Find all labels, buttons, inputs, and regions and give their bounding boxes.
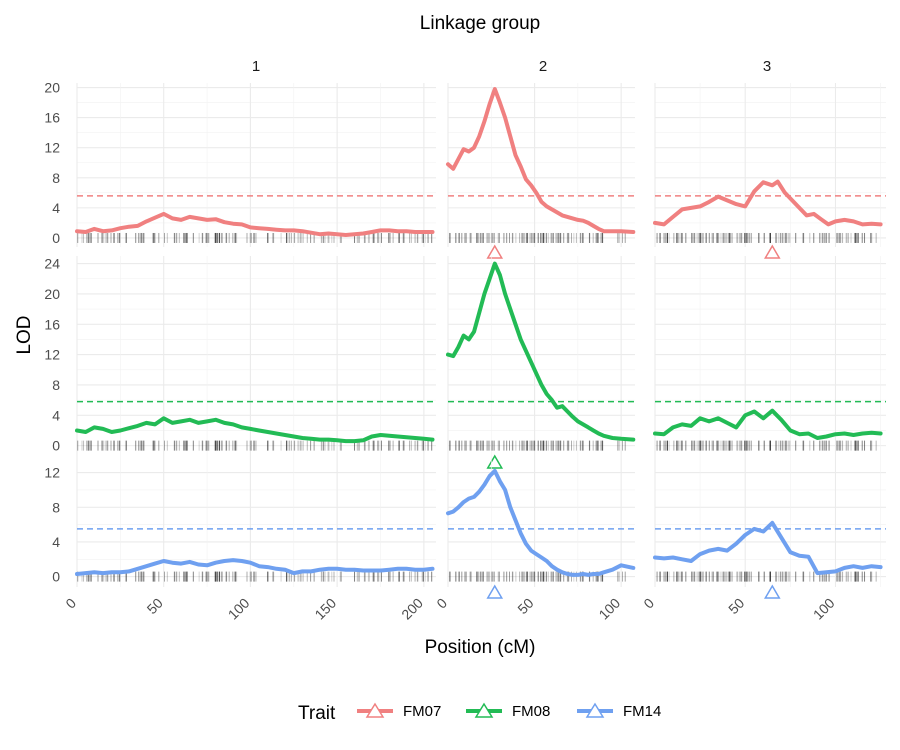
peak-marker bbox=[486, 244, 504, 259]
y-tick-label: 8 bbox=[52, 499, 60, 515]
lod-curve-fm08 bbox=[653, 408, 883, 440]
y-tick-label: 4 bbox=[52, 200, 60, 216]
y-tick-label: 4 bbox=[52, 534, 60, 550]
x-tick-label: 200 bbox=[398, 595, 426, 623]
strip-label-group-3: 3 bbox=[763, 58, 771, 75]
legend-key-triangle bbox=[365, 702, 385, 718]
lod-curve-fm14 bbox=[75, 558, 435, 576]
lod-curve-fm07 bbox=[75, 211, 435, 237]
y-tick-label: 24 bbox=[44, 256, 60, 272]
lod-curve-fm07 bbox=[653, 179, 883, 227]
peak-marker bbox=[763, 244, 781, 259]
y-tick-label: 12 bbox=[44, 140, 60, 156]
y-tick-label: 8 bbox=[52, 170, 60, 186]
x-tick-label: 0 bbox=[640, 595, 657, 612]
lod-curve-fm07 bbox=[446, 87, 636, 234]
y-tick-label: 16 bbox=[44, 110, 60, 126]
x-tick-label: 100 bbox=[810, 595, 838, 623]
lod-curve-fm14 bbox=[446, 468, 636, 577]
peak-marker bbox=[486, 454, 504, 469]
strip-label-group-1: 1 bbox=[252, 58, 260, 75]
x-tick-label: 0 bbox=[62, 595, 79, 612]
lod-curve-fm08 bbox=[446, 261, 636, 442]
y-axis-label: LOD bbox=[14, 315, 35, 354]
legend: Trait FM07 FM08 FM14 bbox=[298, 702, 661, 724]
legend-title: Trait bbox=[298, 703, 336, 724]
lod-curve-fm08 bbox=[75, 416, 435, 444]
y-tick-label: 0 bbox=[52, 438, 60, 454]
y-tick-label: 8 bbox=[52, 377, 60, 393]
x-tick-label: 100 bbox=[225, 595, 253, 623]
legend-label-fm14: FM14 bbox=[623, 703, 661, 720]
x-tick-label: 50 bbox=[514, 595, 536, 617]
y-tick-label: 20 bbox=[44, 286, 60, 302]
strip-label-group-2: 2 bbox=[539, 58, 547, 75]
y-tick-label: 20 bbox=[44, 80, 60, 96]
lod-curve-fm14 bbox=[653, 520, 883, 576]
chart-title: Linkage group bbox=[420, 13, 540, 34]
legend-label-fm07: FM07 bbox=[403, 703, 441, 720]
legend-key-triangle bbox=[585, 702, 605, 718]
y-tick-label: 12 bbox=[44, 347, 60, 363]
x-tick-label: 0 bbox=[433, 595, 450, 612]
x-tick-label: 50 bbox=[725, 595, 747, 617]
x-tick-label: 100 bbox=[595, 595, 623, 623]
peak-marker bbox=[763, 584, 781, 599]
y-tick-label: 0 bbox=[52, 230, 60, 246]
x-tick-label: 50 bbox=[144, 595, 166, 617]
x-axis-label: Position (cM) bbox=[425, 637, 536, 658]
y-tick-label: 4 bbox=[52, 407, 60, 423]
y-tick-label: 0 bbox=[52, 569, 60, 585]
peak-marker bbox=[486, 584, 504, 599]
y-tick-label: 16 bbox=[44, 316, 60, 332]
x-tick-label: 150 bbox=[311, 595, 339, 623]
legend-key-triangle bbox=[474, 702, 494, 718]
y-tick-label: 12 bbox=[44, 465, 60, 481]
legend-label-fm08: FM08 bbox=[512, 703, 550, 720]
